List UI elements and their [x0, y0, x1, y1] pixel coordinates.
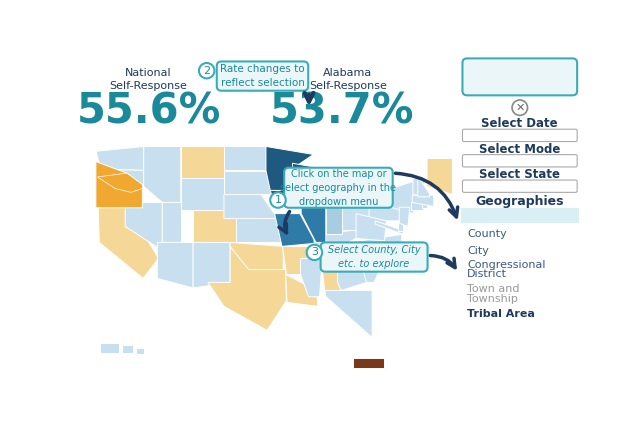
Polygon shape	[98, 173, 142, 192]
Polygon shape	[418, 176, 430, 197]
FancyBboxPatch shape	[462, 58, 577, 95]
Polygon shape	[427, 159, 453, 194]
FancyBboxPatch shape	[462, 180, 577, 192]
Polygon shape	[125, 202, 162, 250]
Polygon shape	[97, 169, 144, 202]
Text: 2: 2	[203, 66, 210, 76]
Text: Congressional: Congressional	[467, 260, 546, 270]
FancyBboxPatch shape	[321, 242, 428, 271]
Text: Select State: Select State	[479, 168, 560, 181]
Polygon shape	[301, 198, 326, 242]
Polygon shape	[353, 358, 384, 368]
Polygon shape	[343, 202, 369, 230]
Polygon shape	[162, 202, 181, 242]
Text: Geographies: Geographies	[476, 195, 564, 208]
Text: District: District	[467, 269, 507, 279]
Polygon shape	[398, 220, 403, 231]
Polygon shape	[285, 274, 318, 306]
Polygon shape	[300, 258, 322, 297]
Polygon shape	[136, 348, 144, 354]
Polygon shape	[122, 345, 133, 353]
Polygon shape	[144, 146, 181, 202]
Polygon shape	[224, 194, 278, 219]
Polygon shape	[314, 230, 360, 246]
FancyBboxPatch shape	[461, 208, 579, 223]
Polygon shape	[309, 245, 362, 258]
FancyBboxPatch shape	[462, 129, 577, 142]
Text: 55.6%: 55.6%	[77, 90, 221, 133]
Polygon shape	[376, 221, 403, 234]
Polygon shape	[150, 146, 224, 178]
Polygon shape	[374, 178, 422, 214]
Text: Select Date: Select Date	[482, 117, 558, 130]
Text: Total: Total	[466, 156, 488, 166]
Text: Rate changes to
reflect selection: Rate changes to reflect selection	[220, 65, 305, 88]
Polygon shape	[356, 214, 386, 241]
Circle shape	[512, 100, 527, 115]
FancyBboxPatch shape	[462, 155, 577, 167]
Polygon shape	[208, 246, 286, 330]
FancyBboxPatch shape	[284, 168, 393, 208]
Polygon shape	[266, 146, 314, 190]
Polygon shape	[325, 290, 372, 337]
Polygon shape	[412, 195, 434, 207]
Circle shape	[307, 245, 322, 260]
Text: City: City	[467, 246, 489, 256]
Text: ✕: ✕	[515, 103, 525, 112]
Polygon shape	[322, 258, 341, 296]
Polygon shape	[193, 242, 230, 288]
Text: 53.7%: 53.7%	[270, 90, 415, 133]
Polygon shape	[349, 234, 402, 246]
Polygon shape	[100, 343, 119, 353]
Polygon shape	[230, 242, 283, 270]
Polygon shape	[338, 258, 367, 290]
Polygon shape	[270, 190, 310, 204]
Text: (All): (All)	[466, 181, 485, 191]
Polygon shape	[399, 207, 410, 226]
Polygon shape	[369, 200, 405, 221]
Text: 4/30/2020: 4/30/2020	[466, 130, 515, 140]
Text: Town and: Town and	[467, 284, 520, 294]
Text: Select County, City
etc. to explore: Select County, City etc. to explore	[328, 245, 421, 269]
Polygon shape	[96, 162, 142, 208]
Text: National
Self-Response: National Self-Response	[110, 68, 188, 91]
Polygon shape	[293, 163, 329, 198]
Polygon shape	[282, 246, 313, 274]
Text: ▾: ▾	[568, 130, 572, 140]
Polygon shape	[193, 211, 237, 242]
Polygon shape	[326, 205, 343, 234]
FancyBboxPatch shape	[217, 61, 308, 90]
Polygon shape	[332, 170, 354, 205]
Text: ▾: ▾	[568, 156, 572, 166]
Polygon shape	[98, 202, 159, 278]
Text: 1: 1	[275, 195, 282, 205]
Polygon shape	[224, 146, 266, 170]
Polygon shape	[351, 257, 381, 282]
Text: Tribal Area: Tribal Area	[467, 309, 535, 319]
Polygon shape	[158, 242, 193, 288]
Circle shape	[270, 192, 285, 208]
Polygon shape	[224, 171, 271, 194]
Polygon shape	[422, 202, 427, 208]
Polygon shape	[96, 146, 144, 170]
Polygon shape	[237, 219, 282, 242]
Polygon shape	[345, 246, 400, 267]
Polygon shape	[181, 178, 224, 211]
Polygon shape	[413, 178, 424, 197]
Text: State: State	[467, 211, 501, 220]
Polygon shape	[275, 214, 316, 246]
Text: Click “X” below
to close tips: Click “X” below to close tips	[478, 66, 562, 87]
Text: Township: Township	[467, 293, 518, 304]
Text: 3: 3	[311, 247, 318, 258]
Text: Alabama
Self-Response: Alabama Self-Response	[309, 68, 386, 91]
Text: Select Mode: Select Mode	[479, 143, 561, 156]
Text: County: County	[467, 229, 507, 239]
Circle shape	[199, 63, 215, 78]
Polygon shape	[411, 202, 422, 211]
Text: ▾: ▾	[568, 181, 572, 191]
Text: Click on the map or
select geography in the
dropdown menu: Click on the map or select geography in …	[280, 169, 397, 207]
